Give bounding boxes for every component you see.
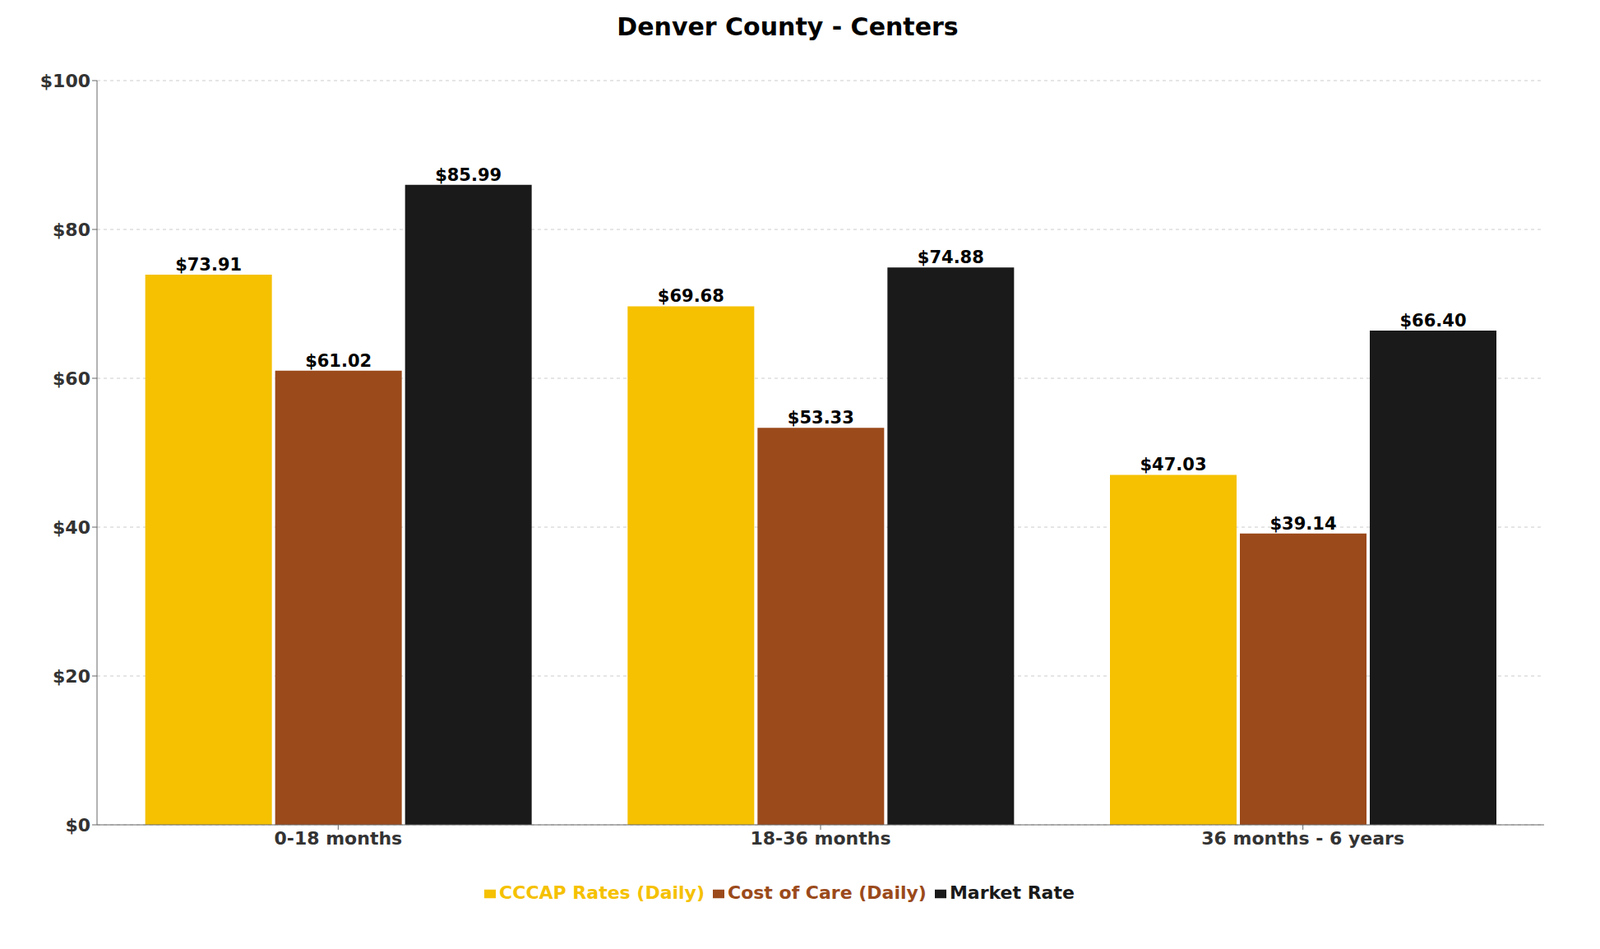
svg-text:$66.40: $66.40 bbox=[1399, 310, 1466, 331]
svg-text:$85.99: $85.99 bbox=[434, 165, 502, 185]
svg-text:$40: $40 bbox=[52, 517, 91, 538]
html-text:Denver County - Centers: Denver County - Centers bbox=[616, 12, 959, 42]
svg-text:$60: $60 bbox=[52, 368, 91, 389]
svg-text:$61.02: $61.02 bbox=[305, 351, 372, 371]
html-text:CCCAP Rates (Daily): CCCAP Rates (Daily) bbox=[499, 882, 705, 903]
svg-text:$39.14: $39.14 bbox=[1269, 513, 1337, 534]
svg-text:0-18 months: 0-18 months bbox=[273, 827, 403, 849]
svg-text:$69.68: $69.68 bbox=[657, 286, 725, 306]
svg-text:$20: $20 bbox=[52, 665, 91, 687]
svg-text:$73.91: $73.91 bbox=[175, 254, 242, 275]
svg-text:18-36 months: 18-36 months bbox=[750, 827, 892, 849]
svg-text:$80: $80 bbox=[52, 219, 91, 241]
html-text:Market Rate: Market Rate bbox=[949, 882, 1075, 903]
svg-text:$53.33: $53.33 bbox=[787, 407, 855, 428]
svg-text:$0: $0 bbox=[64, 814, 91, 836]
html-text:Cost of Care (Daily): Cost of Care (Daily) bbox=[727, 882, 927, 903]
svg-text:$100: $100 bbox=[40, 70, 91, 92]
svg-text:$74.88: $74.88 bbox=[917, 247, 985, 268]
svg-text:$47.03: $47.03 bbox=[1139, 454, 1207, 475]
svg-text:36 months - 6 years: 36 months - 6 years bbox=[1201, 827, 1405, 849]
